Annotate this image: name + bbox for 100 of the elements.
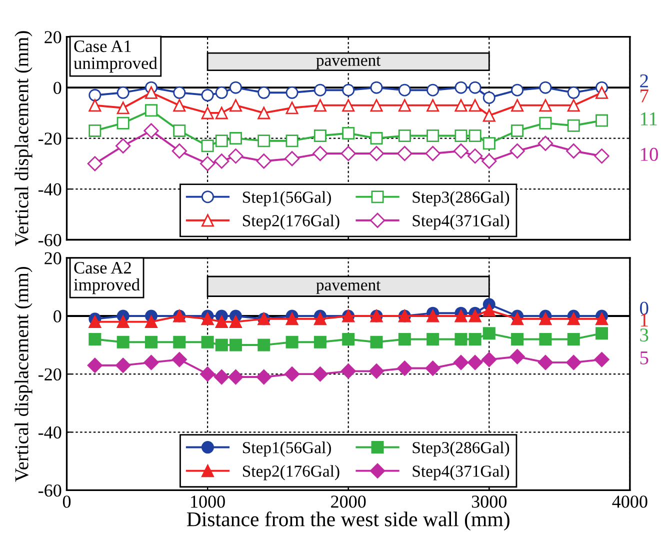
y-tick-label: -40	[38, 183, 62, 196]
x-tick-label: 4000	[612, 496, 648, 508]
x-tick-label: 1000	[191, 496, 225, 508]
text: 1	[640, 314, 648, 326]
point	[201, 312, 214, 326]
point	[200, 366, 216, 382]
point	[286, 86, 298, 99]
point	[314, 99, 326, 112]
point	[87, 156, 102, 172]
point	[172, 143, 187, 159]
point	[538, 354, 554, 370]
y-tick-label: -40	[38, 426, 62, 439]
point	[426, 84, 440, 96]
point	[539, 116, 552, 130]
point	[88, 332, 102, 346]
point	[215, 316, 228, 328]
point	[201, 88, 214, 102]
point	[88, 99, 102, 112]
annotation: Case A1 unimproved	[74, 40, 158, 73]
point	[116, 358, 131, 373]
point	[426, 332, 440, 346]
point	[314, 84, 326, 96]
point	[482, 154, 497, 169]
point	[116, 102, 130, 114]
point	[398, 99, 411, 112]
point	[116, 316, 130, 328]
point	[482, 91, 496, 104]
text: 11	[640, 112, 657, 126]
point	[200, 156, 216, 172]
point	[215, 134, 228, 148]
legend-label: Step2(176Gal)	[243, 214, 340, 230]
point	[116, 116, 130, 130]
point	[144, 336, 158, 348]
point	[397, 360, 412, 376]
legend-label: Step1(56Gal)	[243, 191, 331, 206]
band-label: pavement	[316, 281, 381, 294]
legend-label: Step4(371Gal)	[412, 465, 510, 480]
point	[511, 84, 524, 96]
x-tick-label: 0	[62, 496, 71, 508]
point	[144, 104, 158, 117]
point	[342, 99, 355, 112]
point	[425, 360, 440, 376]
legend-label: Step2(176Gal)	[243, 465, 340, 480]
point	[312, 146, 328, 162]
point	[201, 106, 214, 120]
point	[454, 130, 468, 142]
point	[539, 99, 552, 112]
point	[215, 338, 228, 352]
point	[229, 81, 242, 94]
point	[144, 316, 158, 328]
y-tick-label: -20	[38, 368, 62, 381]
point	[454, 332, 468, 346]
x-axis-title: Distance from the west side wall (mm)	[186, 511, 510, 531]
text: 10	[640, 148, 658, 161]
point	[116, 336, 130, 348]
point	[258, 338, 270, 352]
y-tick-label: 0	[54, 82, 62, 94]
point	[214, 154, 230, 169]
point	[510, 349, 525, 364]
point	[539, 312, 552, 326]
point	[454, 99, 468, 112]
point	[467, 148, 483, 164]
point	[510, 143, 525, 159]
point	[229, 316, 242, 328]
point	[511, 332, 524, 346]
point	[258, 134, 270, 148]
point	[567, 86, 580, 99]
point	[594, 148, 610, 164]
point	[88, 88, 102, 102]
point	[342, 84, 355, 96]
text: 7	[640, 90, 648, 102]
point	[596, 312, 608, 326]
point	[286, 134, 298, 148]
point	[284, 366, 300, 382]
point	[567, 312, 580, 326]
y-axis-title: Vertical displacement (mm)	[14, 31, 32, 246]
legend-label: Step1(56Gal)	[243, 442, 331, 457]
point	[144, 123, 159, 138]
x-tick-label: 3000	[472, 496, 507, 508]
x-tick-label: 2000	[331, 496, 366, 508]
point	[468, 332, 482, 346]
point	[173, 99, 186, 112]
point	[398, 130, 411, 142]
point	[229, 99, 242, 112]
point	[398, 332, 411, 346]
point	[482, 109, 496, 122]
y-tick-label: 20	[44, 252, 62, 264]
point	[482, 352, 497, 368]
point	[453, 354, 469, 370]
point	[314, 130, 326, 142]
point	[88, 316, 102, 328]
point	[511, 99, 524, 112]
point	[468, 130, 482, 142]
point	[314, 312, 326, 326]
point	[312, 366, 328, 382]
legend-label: Step4(371Gal)	[412, 214, 510, 230]
point	[566, 143, 582, 159]
point	[229, 338, 242, 352]
point	[214, 369, 230, 385]
point	[453, 143, 469, 159]
